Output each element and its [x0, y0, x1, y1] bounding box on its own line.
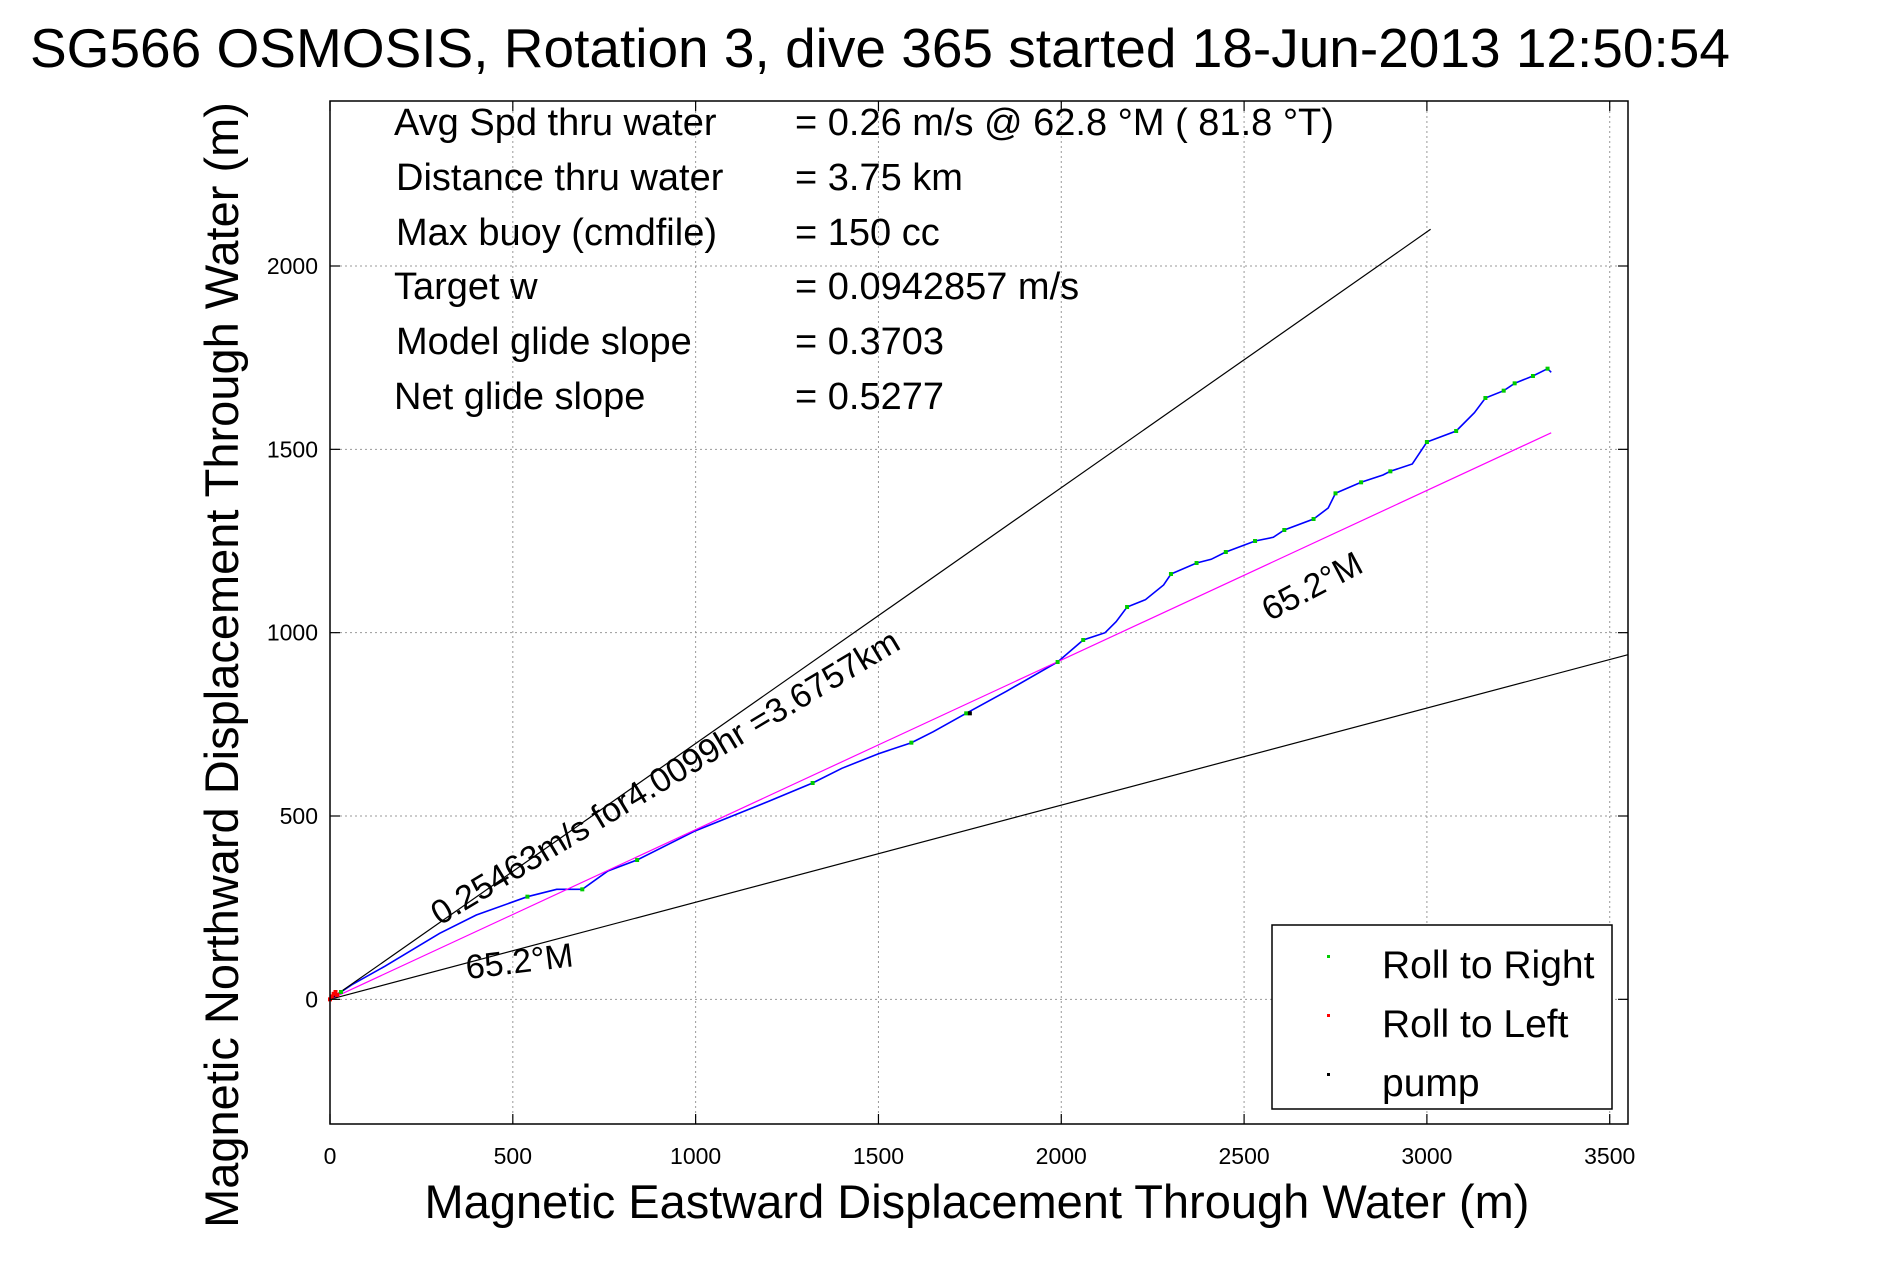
- axes-frame: [329, 100, 1629, 1125]
- point-roll-to-right: [1333, 491, 1338, 496]
- legend-label-roll-left: Roll to Left: [1382, 1003, 1569, 1046]
- annotation-label: 65.2°M: [464, 936, 576, 987]
- legend-marker-pump: [1327, 1073, 1330, 1076]
- y-tick-label: 0: [305, 986, 318, 1012]
- series-points: [328, 366, 1550, 1002]
- series-line-3: [329, 367, 1552, 1000]
- x-tick-label: 3500: [1584, 1143, 1635, 1169]
- legend-marker-roll-left: [1327, 1014, 1330, 1017]
- x-tick-label: 3000: [1401, 1143, 1452, 1169]
- point-roll-to-right: [1223, 550, 1228, 554]
- point-roll-to-right: [1055, 660, 1060, 664]
- x-tick-label: 500: [494, 1143, 532, 1169]
- point-roll-to-right: [1483, 396, 1488, 400]
- annotation-label: 65.2°M: [1256, 545, 1369, 629]
- point-roll-to-right: [1512, 381, 1517, 386]
- point-roll-to-right: [635, 858, 640, 862]
- point-roll-to-right: [1081, 638, 1086, 642]
- stat-value: = 0.0942857 m/s: [795, 266, 1079, 308]
- stat-value: = 150 cc: [795, 212, 940, 254]
- stat-value: = 0.5277: [795, 376, 944, 418]
- annotation-label: 0.25463m/s for4.0099hr =3.6757km: [424, 622, 906, 933]
- x-tick-label: 0: [324, 1143, 337, 1169]
- point-roll-to-right: [1530, 374, 1535, 378]
- point-roll-to-right: [1282, 528, 1287, 532]
- point-roll-to-right: [525, 894, 530, 899]
- legend-label-pump: pump: [1382, 1062, 1480, 1105]
- point-roll-to-right: [1168, 572, 1173, 576]
- stat-label: Max buoy (cmdfile): [396, 212, 717, 254]
- series-line-5: [329, 228, 1431, 1000]
- point-roll-to-right: [1388, 469, 1393, 474]
- point-pump: [967, 711, 972, 716]
- x-tick-label: 1500: [853, 1143, 904, 1169]
- point-roll-to-right: [338, 990, 343, 994]
- stat-label: Net glide slope: [394, 376, 645, 418]
- stat-label: Target w: [394, 266, 538, 308]
- point-roll-to-right: [909, 740, 914, 745]
- point-roll-to-right: [1454, 429, 1459, 433]
- y-tick-label: 1000: [267, 620, 318, 646]
- point-roll-to-right: [1311, 517, 1316, 521]
- x-tick-label: 2500: [1218, 1143, 1269, 1169]
- x-tick-label: 1000: [670, 1143, 721, 1169]
- point-roll-to-right: [580, 887, 585, 892]
- stat-value: = 3.75 km: [795, 157, 963, 199]
- series-line-6: [329, 654, 1629, 1000]
- y-tick-label: 2000: [267, 253, 318, 279]
- point-roll-to-right: [1545, 366, 1550, 371]
- stat-value: = 0.3703: [795, 321, 944, 363]
- chart-title: SG566 OSMOSIS, Rotation 3, dive 365 star…: [30, 17, 1730, 79]
- y-tick-label: 500: [280, 803, 318, 829]
- series-line-4: [329, 432, 1552, 1000]
- point-roll-to-right: [1125, 605, 1130, 609]
- point-roll-to-left: [333, 990, 338, 994]
- point-roll-to-left: [335, 992, 340, 997]
- point-roll-to-right: [1359, 480, 1364, 485]
- point-roll-to-right: [964, 711, 969, 716]
- x-axis-label: Magnetic Eastward Displacement Through W…: [425, 1175, 1530, 1228]
- stat-label: Distance thru water: [396, 157, 724, 199]
- stat-label: Model glide slope: [396, 321, 692, 363]
- point-roll-to-right: [810, 781, 815, 785]
- legend: Roll to Right Roll to Left pump: [1271, 924, 1613, 1110]
- y-tick-label: 1500: [267, 436, 318, 462]
- stats-block: Avg Spd thru water = 0.26 m/s @ 62.8 °M …: [394, 102, 1334, 418]
- point-roll-to-left: [329, 994, 334, 999]
- point-roll-to-right: [1253, 539, 1258, 543]
- point-roll-to-right: [1194, 561, 1199, 565]
- stat-label: Avg Spd thru water: [394, 102, 717, 144]
- y-axis-label: Magnetic Northward Displacement Through …: [195, 102, 248, 1228]
- point-roll-to-right: [1501, 388, 1506, 393]
- stat-value: = 0.26 m/s @ 62.8 °M ( 81.8 °T): [795, 102, 1334, 144]
- annotations: 0.25463m/s for4.0099hr =3.6757km65.2°M65…: [424, 545, 1369, 988]
- x-tick-label: 2000: [1036, 1143, 1087, 1169]
- legend-marker-roll-right: [1327, 955, 1330, 958]
- legend-label-roll-right: Roll to Right: [1382, 944, 1595, 987]
- axis-ticks: 0 500 1000 1500 2000 2500 3000 3500 0 500 1000 1500…: [267, 101, 1635, 1169]
- point-roll-to-right: [1424, 440, 1429, 444]
